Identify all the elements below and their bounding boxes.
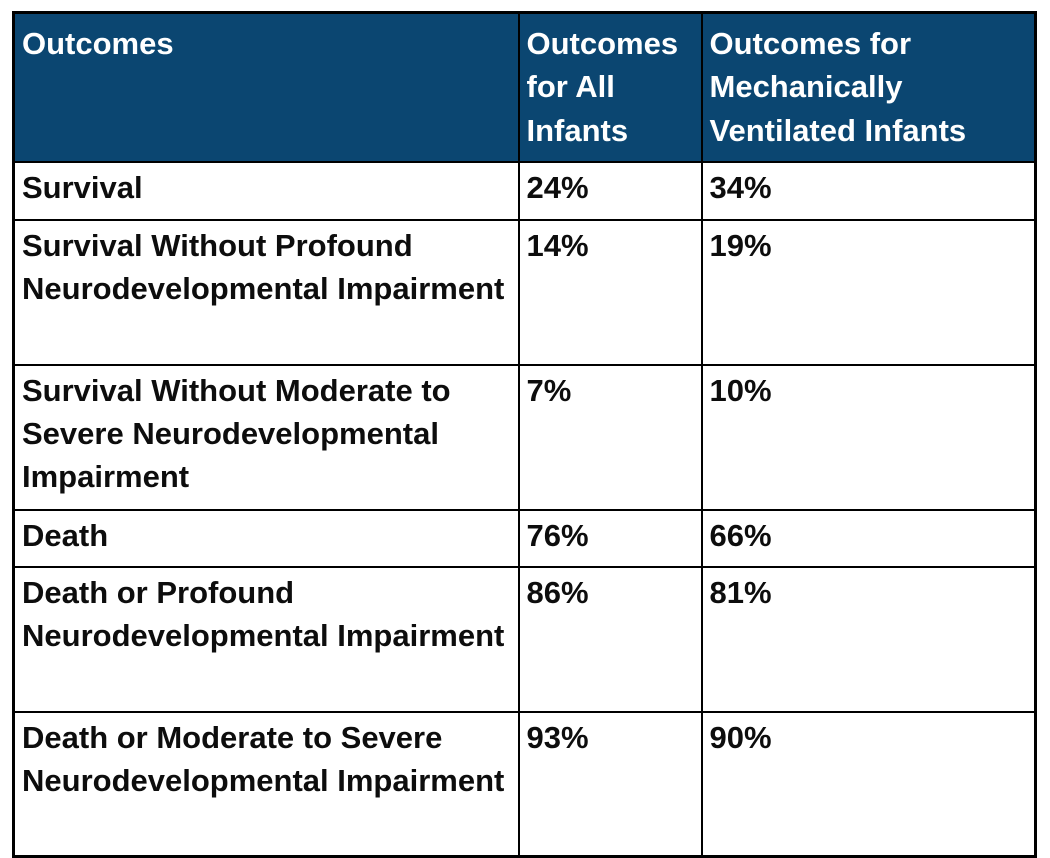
table-row-death: Death 76% 66% [12, 508, 1037, 568]
ventilated-value: 10% [700, 363, 1037, 511]
outcomes-table: Outcomes Outcomes for All Infants Outcom… [12, 11, 1037, 858]
outcome-label: Death or Profound Neurodevelopmental Imp… [12, 565, 520, 713]
outcome-label: Death or Moderate to Severe Neurodevelop… [12, 710, 520, 858]
table-row-death-or-moderate: Death or Moderate to Severe Neurodevelop… [12, 710, 1037, 858]
all-infants-value: 7% [517, 363, 703, 511]
all-infants-value: 86% [517, 565, 703, 713]
table-row-survival-without-profound: Survival Without Profound Neurodevelopme… [12, 218, 1037, 366]
header-ventilated-infants: Outcomes for Mechanically Ventilated Inf… [700, 11, 1037, 164]
outcome-label: Death [12, 508, 520, 568]
ventilated-value: 66% [700, 508, 1037, 568]
table-row-survival-without-moderate: Survival Without Moderate to Severe Neur… [12, 363, 1037, 511]
header-outcomes: Outcomes [12, 11, 520, 164]
all-infants-value: 93% [517, 710, 703, 858]
ventilated-value: 34% [700, 161, 1037, 221]
outcome-label: Survival [12, 161, 520, 221]
ventilated-value: 90% [700, 710, 1037, 858]
all-infants-value: 24% [517, 161, 703, 221]
outcome-label: Survival Without Moderate to Severe Neur… [12, 363, 520, 511]
all-infants-value: 76% [517, 508, 703, 568]
outcome-label: Survival Without Profound Neurodevelopme… [12, 218, 520, 366]
header-all-infants: Outcomes for All Infants [517, 11, 703, 164]
header-row: Outcomes Outcomes for All Infants Outcom… [12, 11, 1037, 164]
ventilated-value: 19% [700, 218, 1037, 366]
all-infants-value: 14% [517, 218, 703, 366]
ventilated-value: 81% [700, 565, 1037, 713]
table-row-survival: Survival 24% 34% [12, 161, 1037, 221]
table-row-death-or-profound: Death or Profound Neurodevelopmental Imp… [12, 565, 1037, 713]
